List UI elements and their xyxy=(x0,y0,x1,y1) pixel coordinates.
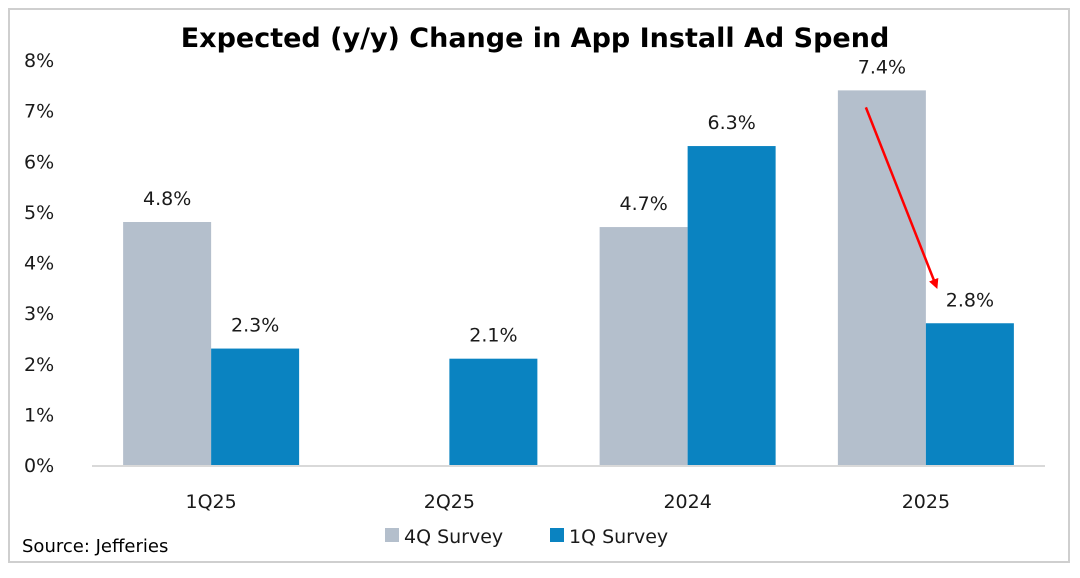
data-label: 2.3% xyxy=(231,315,279,337)
legend-label: 1Q Survey xyxy=(569,526,668,548)
source-note: Source: Jefferies xyxy=(22,536,168,557)
data-label: 4.7% xyxy=(619,193,667,215)
bar-4q-survey xyxy=(599,227,688,465)
x-tick-label: 2Q25 xyxy=(424,491,475,513)
bar-1q-survey xyxy=(449,358,538,465)
y-tick-label: 6% xyxy=(24,151,54,173)
data-label: 6.3% xyxy=(707,112,755,134)
legend: 4Q Survey 1Q Survey xyxy=(385,526,668,548)
legend-label: 4Q Survey xyxy=(404,526,503,548)
y-tick-label: 4% xyxy=(24,253,54,275)
y-tick-label: 7% xyxy=(24,101,54,123)
bar-4q-survey xyxy=(837,90,926,465)
bar-1q-survey xyxy=(925,323,1014,465)
x-tick-label: 2024 xyxy=(663,491,711,513)
y-tick-label: 1% xyxy=(24,404,54,426)
data-labels: 4.8% 2.3% 2.1% 4.7% 6.3% 7.4% 2.8% xyxy=(143,56,994,346)
data-label: 2.1% xyxy=(469,325,517,347)
legend-swatch xyxy=(550,528,564,542)
x-tick-label: 1Q25 xyxy=(186,491,237,513)
data-label: 7.4% xyxy=(858,56,906,78)
y-tick-label: 8% xyxy=(24,50,54,72)
bar-4q-survey xyxy=(123,222,212,465)
y-axis: 0% 1% 2% 3% 4% 5% 6% 7% 8% xyxy=(24,50,54,477)
legend-swatch xyxy=(385,528,399,542)
annotation-arrow xyxy=(864,106,939,289)
y-tick-label: 5% xyxy=(24,202,54,224)
bars xyxy=(123,90,1014,465)
y-tick-label: 0% xyxy=(24,455,54,477)
bar-1q-survey xyxy=(687,146,776,465)
y-tick-label: 2% xyxy=(24,354,54,376)
data-label: 4.8% xyxy=(143,188,191,210)
chart-title: Expected (y/y) Change in App Install Ad … xyxy=(181,23,890,54)
bar-1q-survey xyxy=(211,348,300,465)
data-label: 2.8% xyxy=(946,289,994,311)
x-axis: 1Q25 2Q25 2024 2025 xyxy=(186,491,951,513)
x-tick-label: 2025 xyxy=(902,491,950,513)
y-tick-label: 3% xyxy=(24,303,54,325)
